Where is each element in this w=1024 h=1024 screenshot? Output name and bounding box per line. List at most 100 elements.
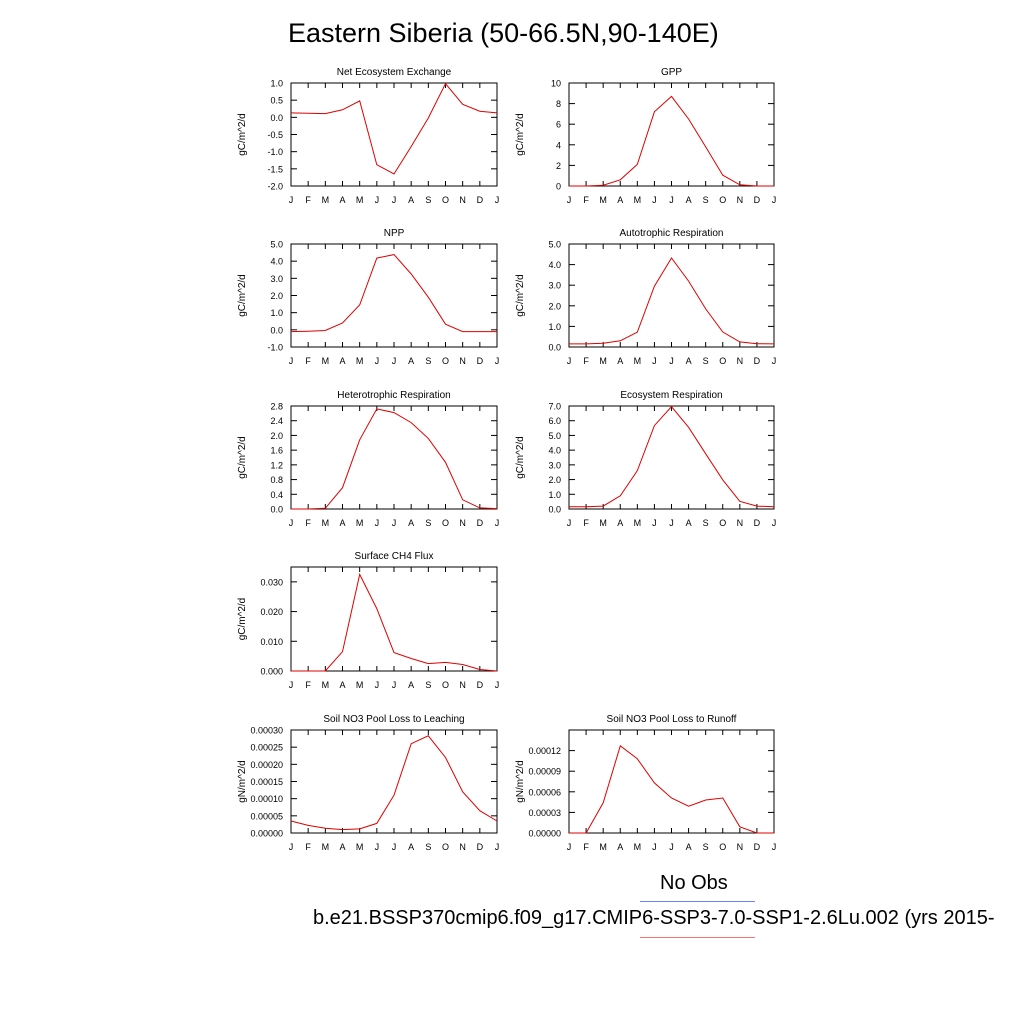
x-tick-label: D [754, 842, 761, 852]
x-tick-label: M [322, 195, 330, 205]
x-tick-label: F [305, 356, 311, 366]
x-tick-label: J [495, 356, 500, 366]
plot-frame [568, 729, 775, 834]
x-tick-label: A [617, 518, 623, 528]
x-tick-label: J [567, 842, 572, 852]
y-tick-label: 2.0 [270, 291, 283, 301]
x-tick-label: A [686, 195, 692, 205]
y-tick-label: 5.0 [270, 240, 283, 250]
x-tick-label: J [669, 842, 674, 852]
y-tick-label: 1.2 [270, 460, 283, 470]
x-tick-label: J [392, 680, 397, 690]
chart-title: GPP [661, 67, 682, 78]
y-tick-label: 2.0 [548, 475, 561, 485]
y-tick-label: 0.0 [270, 325, 283, 335]
y-tick-label: 4.0 [270, 257, 283, 267]
chart-title: Ecosystem Respiration [620, 390, 722, 401]
x-tick-label: M [356, 356, 364, 366]
legend-case-label: b.e21.BSSP370cmip6.f09_g17.CMIP6-SSP3-7.… [313, 907, 995, 929]
series-line [291, 408, 498, 510]
x-tick-label: O [442, 680, 449, 690]
series-line [569, 744, 774, 834]
x-tick-label: J [772, 195, 777, 205]
x-tick-label: S [425, 356, 431, 366]
y-tick-label: 6 [556, 120, 561, 130]
plot-frame [290, 82, 498, 187]
y-tick-label: 5.0 [548, 431, 561, 441]
y-tick-label: 0.030 [260, 577, 283, 587]
x-tick-label: M [634, 356, 642, 366]
series-line [569, 257, 775, 345]
x-tick-label: M [599, 518, 607, 528]
x-tick-label: M [322, 356, 330, 366]
y-tick-label: -2.0 [267, 182, 283, 192]
x-tick-label: D [754, 195, 761, 205]
x-tick-label: J [392, 356, 397, 366]
x-tick-label: D [477, 518, 484, 528]
x-tick-label: A [617, 842, 623, 852]
y-tick-label: 3.0 [548, 281, 561, 291]
x-tick-label: A [686, 842, 692, 852]
chart-panel: Soil NO3 Pool Loss to Leaching gN/m^2/d J F… [237, 714, 499, 852]
x-tick-label: M [599, 195, 607, 205]
y-tick-label: 0.8 [270, 475, 283, 485]
x-tick-label: M [634, 195, 642, 205]
x-tick-label: J [567, 195, 572, 205]
x-tick-label: J [669, 356, 674, 366]
x-tick-label: F [583, 195, 589, 205]
series-line [569, 95, 774, 187]
x-tick-label: J [772, 518, 777, 528]
y-tick-label: 0.020 [260, 607, 283, 617]
x-tick-label: F [305, 680, 311, 690]
y-tick-label: 7.0 [548, 402, 561, 412]
y-axis-label: gC/m^2/d [237, 274, 248, 317]
x-tick-label: O [442, 356, 449, 366]
x-tick-label: F [305, 842, 311, 852]
y-tick-label: 6.0 [548, 416, 561, 426]
x-tick-label: M [634, 842, 642, 852]
y-axis-label: gC/m^2/d [515, 113, 526, 156]
x-tick-label: J [669, 518, 674, 528]
x-tick-label: J [289, 842, 294, 852]
x-tick-label: J [392, 842, 397, 852]
x-tick-label: S [703, 842, 709, 852]
x-tick-label: J [495, 842, 500, 852]
x-tick-label: F [583, 518, 589, 528]
x-tick-label: A [339, 680, 345, 690]
x-tick-label: O [442, 195, 449, 205]
y-tick-label: 0.00000 [250, 829, 283, 839]
x-tick-label: M [634, 518, 642, 528]
y-tick-label: 0.000 [260, 667, 283, 677]
x-tick-label: N [459, 680, 466, 690]
x-tick-label: F [583, 842, 589, 852]
x-tick-label: J [375, 680, 380, 690]
x-tick-label: M [356, 680, 364, 690]
x-tick-label: M [356, 195, 364, 205]
x-tick-label: D [754, 518, 761, 528]
y-axis-label: gC/m^2/d [237, 113, 248, 156]
y-tick-label: 2.4 [270, 416, 283, 426]
y-tick-label: 0.00012 [528, 746, 561, 756]
plot-frame [290, 405, 498, 510]
x-tick-label: A [339, 842, 345, 852]
y-tick-label: 3.0 [270, 274, 283, 284]
y-axis-label: gC/m^2/d [237, 598, 248, 641]
y-tick-label: 0.00015 [250, 777, 283, 787]
y-axis-label: gN/m^2/d [237, 760, 248, 803]
x-tick-label: O [719, 518, 726, 528]
x-tick-label: J [392, 518, 397, 528]
x-tick-label: J [392, 195, 397, 205]
x-tick-label: J [652, 842, 657, 852]
x-tick-label: O [719, 356, 726, 366]
series-line [290, 254, 497, 333]
x-tick-label: A [408, 680, 414, 690]
x-tick-label: S [703, 518, 709, 528]
x-tick-label: J [375, 356, 380, 366]
x-tick-label: A [408, 842, 414, 852]
x-tick-label: A [617, 356, 623, 366]
